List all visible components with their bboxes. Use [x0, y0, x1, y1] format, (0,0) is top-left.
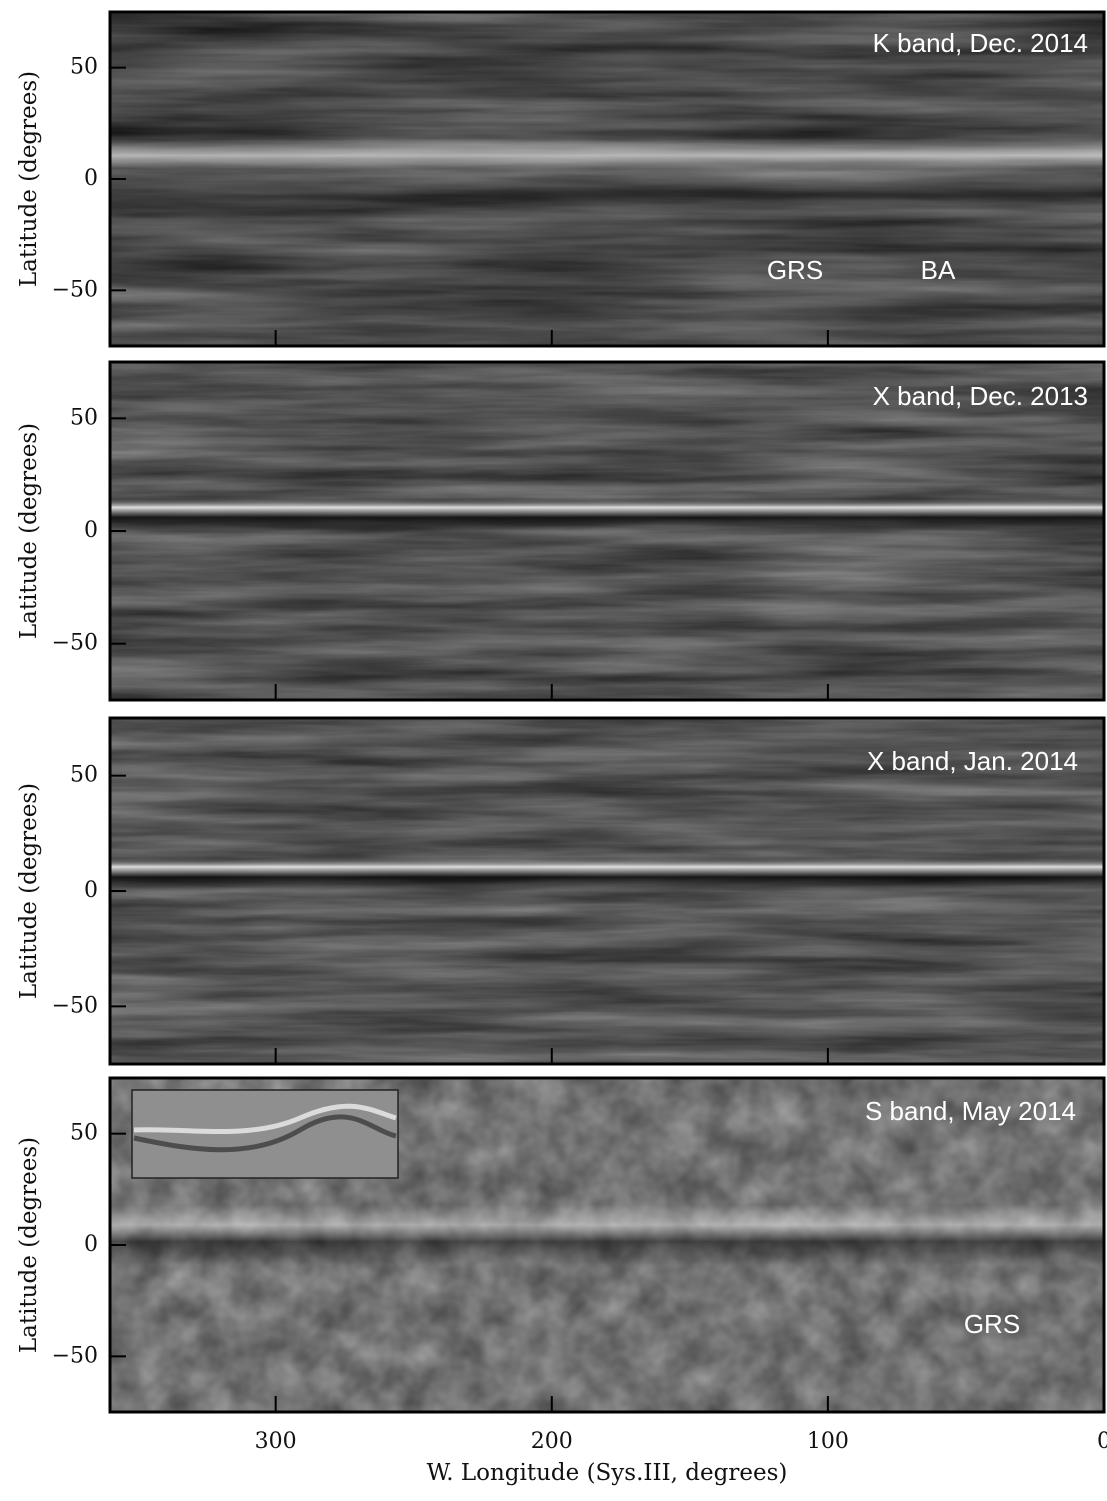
annotation: X band, Dec. 2013 [873, 381, 1088, 411]
inset-image [131, 1089, 399, 1179]
annotation: S band, May 2014 [865, 1096, 1076, 1126]
annotation: BA [921, 255, 956, 285]
y-tick-label: −50 [52, 631, 98, 656]
x-tick-label: 0 [1097, 1429, 1107, 1454]
y-axis-label: Latitude (degrees) [16, 1137, 42, 1353]
panel: −50 0 50 Latitude (degrees) K band, Dec. 201… [16, 10, 1106, 348]
x-tick-label: 100 [807, 1429, 849, 1454]
y-tick-label: 0 [84, 1232, 98, 1257]
y-tick-label: −50 [52, 1343, 98, 1368]
annotation: K band, Dec. 2014 [873, 28, 1088, 58]
annotation: GRS [964, 1309, 1020, 1339]
x-tick-label: 300 [255, 1429, 297, 1454]
y-tick-label: −50 [52, 277, 98, 302]
y-tick-label: 50 [70, 405, 98, 430]
panel: −50 0 50 Latitude (degrees) X band, Jan. 201… [16, 716, 1106, 1066]
equatorial-band [110, 12, 1104, 346]
y-axis-label: Latitude (degrees) [16, 423, 42, 639]
equatorial-band [110, 362, 1104, 700]
y-tick-label: 0 [84, 518, 98, 543]
annotation: GRS [767, 255, 823, 285]
equatorial-band [110, 718, 1104, 1064]
panel: −50 0 50 300 200 100 0 Latitude (degrees) S band… [16, 1076, 1107, 1486]
y-tick-label: 0 [84, 166, 98, 191]
panel: −50 0 50 Latitude (degrees) X band, Dec. 201… [16, 360, 1106, 702]
annotation: X band, Jan. 2014 [867, 746, 1078, 776]
y-axis-label: Latitude (degrees) [16, 783, 42, 999]
y-tick-label: 50 [70, 763, 98, 788]
inset-feature [133, 1103, 397, 1134]
y-tick-label: 0 [84, 878, 98, 903]
y-tick-label: 50 [70, 55, 98, 80]
y-axis-label: Latitude (degrees) [16, 71, 42, 287]
y-tick-label: −50 [52, 993, 98, 1018]
x-axis-label: W. Longitude (Sys.III, degrees) [427, 1460, 788, 1486]
x-tick-label: 200 [531, 1429, 573, 1454]
y-tick-label: 50 [70, 1121, 98, 1146]
inset-feature [133, 1114, 397, 1153]
